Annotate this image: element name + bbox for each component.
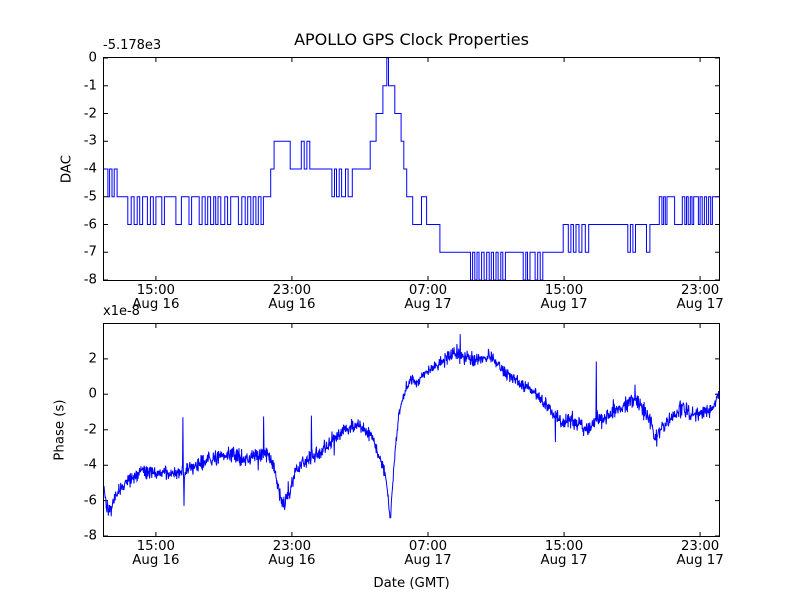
x-tick-label: 07:00 Aug 17 bbox=[404, 283, 452, 312]
dac-series-line bbox=[104, 58, 719, 280]
y-tick-label: -6 bbox=[83, 217, 97, 232]
y-tick-label: -4 bbox=[83, 457, 97, 473]
y-tick-label: 0 bbox=[88, 386, 97, 402]
y-tick-label: -3 bbox=[83, 133, 97, 149]
x-tick-label: 15:00 Aug 17 bbox=[540, 539, 588, 568]
phase-series-line bbox=[104, 334, 719, 519]
dac-step-plot bbox=[104, 58, 719, 280]
y-tick-label: -7 bbox=[83, 244, 97, 260]
x-tick-label: 15:00 Aug 16 bbox=[132, 539, 180, 568]
x-tick-label: 15:00 Aug 16 bbox=[132, 283, 180, 312]
y-tick-label: -6 bbox=[83, 493, 97, 509]
phase-line-plot bbox=[104, 324, 719, 536]
x-tick-label: 23:00 Aug 17 bbox=[676, 283, 724, 312]
chart-title: APOLLO GPS Clock Properties bbox=[294, 30, 529, 49]
tick-marks bbox=[104, 324, 719, 536]
x-tick-label: 15:00 Aug 17 bbox=[540, 283, 588, 312]
y-tick-label: -5 bbox=[83, 189, 97, 205]
phase-axes bbox=[103, 323, 720, 537]
x-tick-label: 23:00 Aug 17 bbox=[676, 539, 724, 568]
y-tick-label: -2 bbox=[83, 422, 97, 438]
x-axis-label: Date (GMT) bbox=[373, 576, 450, 591]
y-tick-label: 2 bbox=[88, 351, 97, 367]
x-tick-label: 23:00 Aug 16 bbox=[268, 283, 316, 312]
x-tick-label: 23:00 Aug 16 bbox=[268, 539, 316, 568]
y-tick-label: -2 bbox=[83, 106, 97, 121]
tick-marks bbox=[104, 58, 719, 280]
y-tick-label: -8 bbox=[83, 528, 97, 544]
dac-axes bbox=[103, 57, 720, 281]
x-tick-label: 07:00 Aug 17 bbox=[404, 539, 452, 568]
y-tick-label: 0 bbox=[88, 50, 97, 66]
dac-offset-label: -5.178e3 bbox=[103, 38, 162, 53]
y-tick-label: -1 bbox=[83, 78, 97, 94]
y-tick-label: -8 bbox=[83, 272, 97, 288]
phase-offset-label: x1e-8 bbox=[103, 304, 140, 319]
y-tick-label: -4 bbox=[83, 161, 97, 177]
